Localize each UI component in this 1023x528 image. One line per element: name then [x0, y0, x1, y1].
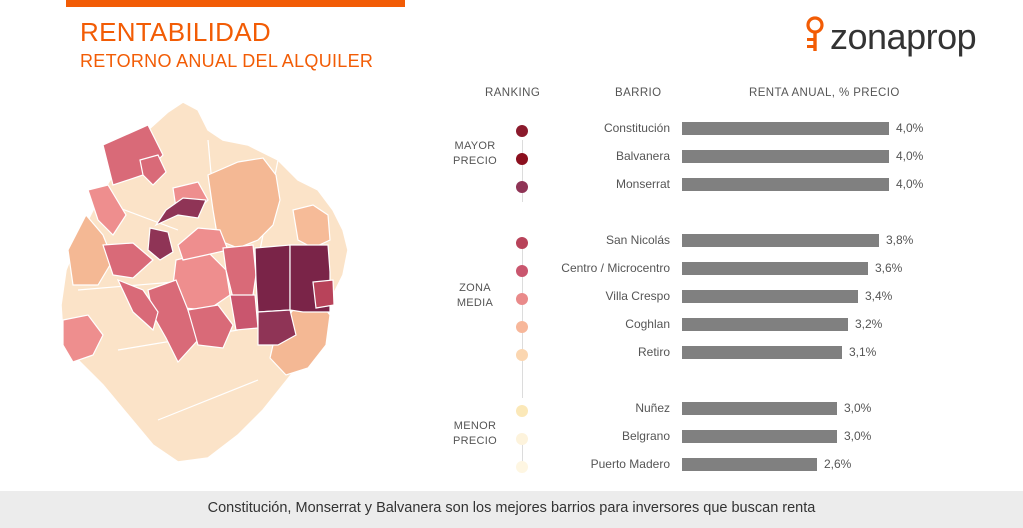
map-region-s2 [187, 304, 234, 349]
logo-text: zonaprop [830, 16, 977, 57]
buenos-aires-map [60, 101, 349, 463]
renta-value-label: 4,0% [896, 149, 924, 163]
renta-value-label: 3,1% [849, 345, 877, 359]
barrio-label: Villa Crespo [605, 289, 670, 303]
map-region-balvanera [254, 244, 291, 313]
chart-subtitle: RETORNO ANUAL DEL ALQUILER [80, 51, 374, 71]
rank-dot [516, 125, 528, 137]
col-renta-header: RENTA ANUAL, % PRECIO [749, 87, 900, 99]
zonaprop-logo: zonaprop [800, 14, 1000, 60]
renta-bar [682, 346, 842, 359]
renta-value-label: 2,6% [824, 457, 852, 471]
rank-dot [516, 433, 528, 445]
renta-bar [682, 458, 817, 471]
renta-value-label: 3,2% [855, 317, 883, 331]
barrio-label: Balvanera [615, 149, 670, 163]
barrio-label: Monserrat [615, 177, 670, 191]
renta-value-label: 4,0% [896, 121, 924, 135]
col-barrio-header: BARRIO [615, 87, 662, 99]
barrio-label: San Nicolás [605, 233, 670, 247]
group-label-menor: MENOR PRECIO [453, 420, 497, 447]
footer-caption: Constitución, Monserrat y Balvanera son … [207, 500, 816, 516]
renta-bar [682, 122, 889, 135]
renta-bar [682, 402, 837, 415]
barrio-label: Puerto Madero [590, 457, 670, 471]
map-region-w2 [102, 242, 154, 279]
footer-band: Constitución, Monserrat y Balvanera son … [0, 491, 1023, 528]
map-region-sw [62, 314, 104, 363]
barrio-label: Coghlan [625, 317, 670, 331]
rank-dot [516, 461, 528, 473]
renta-value-label: 3,0% [844, 401, 872, 415]
rank-dot [516, 153, 528, 165]
rank-dot [516, 349, 528, 361]
map-region-w1 [87, 184, 127, 236]
barrio-label: Centro / Microcentro [561, 261, 670, 275]
renta-bar [682, 318, 848, 331]
renta-value-label: 4,0% [896, 177, 924, 191]
renta-bar [682, 430, 837, 443]
key-pin-icon [806, 16, 824, 51]
rank-dot [516, 321, 528, 333]
map-region-east [292, 204, 331, 249]
renta-bar [682, 234, 879, 247]
map-region-n2 [139, 154, 167, 186]
map-region-san-nicolas [312, 279, 335, 309]
map-region-almagro [154, 197, 207, 227]
barrio-label: Nuñez [635, 401, 670, 415]
rank-dot [516, 181, 528, 193]
renta-bar [682, 178, 889, 191]
rank-dot [516, 405, 528, 417]
renta-value-label: 3,4% [865, 289, 893, 303]
map-region-s3 [116, 278, 159, 332]
barrio-label: Retiro [637, 345, 670, 359]
chart-title: RENTABILIDAD [80, 17, 271, 47]
group-label-mayor: MAYOR PRECIO [453, 140, 497, 167]
map-region-dark-w [147, 227, 174, 261]
map-region-monserrat [257, 309, 297, 346]
barrio-label: Belgrano [621, 429, 670, 443]
renta-bar [682, 290, 858, 303]
renta-value-label: 3,6% [875, 261, 903, 275]
col-ranking-header: RANKING [485, 87, 541, 99]
group-label-media: ZONA MEDIA [456, 282, 494, 309]
rank-dot [516, 265, 528, 277]
renta-value-label: 3,0% [844, 429, 872, 443]
renta-value-label: 3,8% [886, 233, 914, 247]
rank-dot [516, 237, 528, 249]
barrio-label: Constitución [603, 121, 670, 135]
rank-dot [516, 293, 528, 305]
top-accent-bar [66, 0, 405, 7]
renta-bar [682, 150, 889, 163]
renta-bar [682, 262, 868, 275]
